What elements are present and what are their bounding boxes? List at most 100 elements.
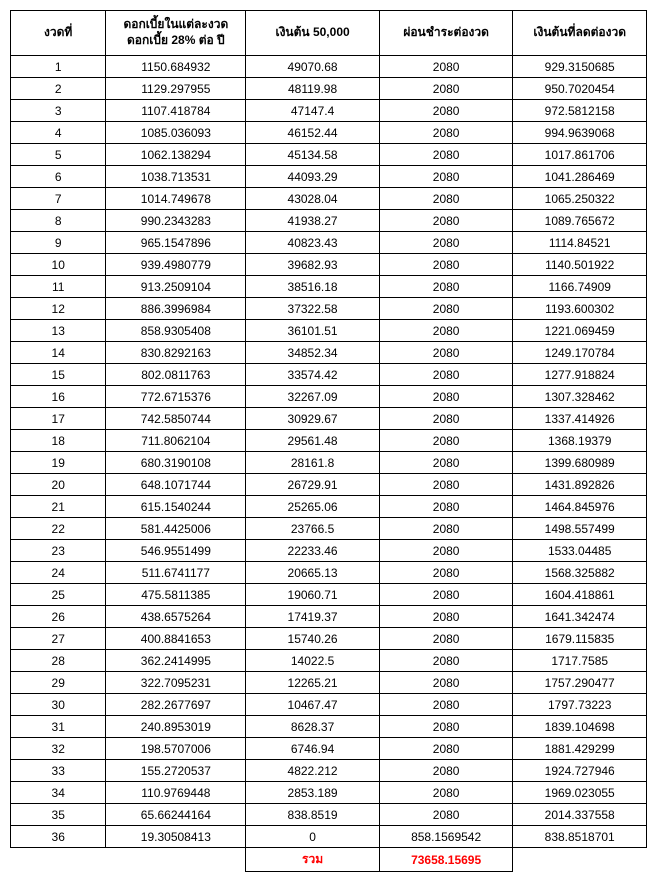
cell: 1498.557499 xyxy=(513,518,647,540)
cell: 939.4980779 xyxy=(106,254,246,276)
cell: 32267.09 xyxy=(246,386,380,408)
col-header-3: ผ่อนชำระต่องวด xyxy=(379,11,513,56)
cell: 10467.47 xyxy=(246,694,380,716)
cell: 581.4425006 xyxy=(106,518,246,540)
cell: 240.8953019 xyxy=(106,716,246,738)
cell: 1399.680989 xyxy=(513,452,647,474)
cell: 994.9639068 xyxy=(513,122,647,144)
cell: 1797.73223 xyxy=(513,694,647,716)
cell: 1114.84521 xyxy=(513,232,647,254)
cell: 2080 xyxy=(379,298,513,320)
cell: 2080 xyxy=(379,804,513,826)
table-row: 26438.657526417419.3720801641.342474 xyxy=(11,606,647,628)
cell: 1221.069459 xyxy=(513,320,647,342)
table-row: 8990.234328341938.2720801089.765672 xyxy=(11,210,647,232)
summary-blank-2 xyxy=(106,848,246,872)
cell: 10 xyxy=(11,254,106,276)
table-row: 14830.829216334852.3420801249.170784 xyxy=(11,342,647,364)
cell: 47147.4 xyxy=(246,100,380,122)
cell: 2080 xyxy=(379,496,513,518)
cell: 13 xyxy=(11,320,106,342)
cell: 802.0811763 xyxy=(106,364,246,386)
cell: 1464.845976 xyxy=(513,496,647,518)
cell: 1065.250322 xyxy=(513,188,647,210)
cell: 1140.501922 xyxy=(513,254,647,276)
amortization-table: งวดที่ดอกเบี้ยในแต่ละงวดดอกเบี้ย 28% ต่อ… xyxy=(10,10,647,872)
cell: 28 xyxy=(11,650,106,672)
table-row: 21615.154024425265.0620801464.845976 xyxy=(11,496,647,518)
cell: 198.5707006 xyxy=(106,738,246,760)
cell: 21 xyxy=(11,496,106,518)
cell: 1150.684932 xyxy=(106,56,246,78)
cell: 2080 xyxy=(379,364,513,386)
cell: 45134.58 xyxy=(246,144,380,166)
cell: 19 xyxy=(11,452,106,474)
table-row: 34110.97694482853.18920801969.023055 xyxy=(11,782,647,804)
cell: 17 xyxy=(11,408,106,430)
cell: 438.6575264 xyxy=(106,606,246,628)
cell: 22 xyxy=(11,518,106,540)
cell: 33 xyxy=(11,760,106,782)
cell: 362.2414995 xyxy=(106,650,246,672)
cell: 22233.46 xyxy=(246,540,380,562)
cell: 1924.727946 xyxy=(513,760,647,782)
cell: 1089.765672 xyxy=(513,210,647,232)
table-row: 24511.674117720665.1320801568.325882 xyxy=(11,562,647,584)
cell: 1641.342474 xyxy=(513,606,647,628)
cell: 2080 xyxy=(379,782,513,804)
cell: 1969.023055 xyxy=(513,782,647,804)
cell: 965.1547896 xyxy=(106,232,246,254)
table-row: 23546.955149922233.4620801533.04485 xyxy=(11,540,647,562)
cell: 40823.43 xyxy=(246,232,380,254)
cell: 16 xyxy=(11,386,106,408)
table-row: 31240.89530198628.3720801839.104698 xyxy=(11,716,647,738)
cell: 2080 xyxy=(379,738,513,760)
cell: 1757.290477 xyxy=(513,672,647,694)
cell: 2080 xyxy=(379,584,513,606)
cell: 23766.5 xyxy=(246,518,380,540)
cell: 2080 xyxy=(379,716,513,738)
cell: 30929.67 xyxy=(246,408,380,430)
cell: 2853.189 xyxy=(246,782,380,804)
summary-label: รวม xyxy=(246,848,380,872)
cell: 20665.13 xyxy=(246,562,380,584)
cell: 19.30508413 xyxy=(106,826,246,848)
cell: 8628.37 xyxy=(246,716,380,738)
table-row: 29322.709523112265.2120801757.290477 xyxy=(11,672,647,694)
cell: 1166.74909 xyxy=(513,276,647,298)
cell: 110.9769448 xyxy=(106,782,246,804)
cell: 1533.04485 xyxy=(513,540,647,562)
cell: 1568.325882 xyxy=(513,562,647,584)
table-row: 11150.68493249070.682080929.3150685 xyxy=(11,56,647,78)
cell: 9 xyxy=(11,232,106,254)
cell: 475.5811385 xyxy=(106,584,246,606)
col-header-4: เงินต้นที่ลดต่องวด xyxy=(513,11,647,56)
cell: 37322.58 xyxy=(246,298,380,320)
cell: 1041.286469 xyxy=(513,166,647,188)
cell: 20 xyxy=(11,474,106,496)
cell: 2080 xyxy=(379,188,513,210)
table-row: 16772.671537632267.0920801307.328462 xyxy=(11,386,647,408)
col-header-1: ดอกเบี้ยในแต่ละงวดดอกเบี้ย 28% ต่อ ปี xyxy=(106,11,246,56)
cell: 30 xyxy=(11,694,106,716)
cell: 29561.48 xyxy=(246,430,380,452)
cell: 858.9305408 xyxy=(106,320,246,342)
cell: 14 xyxy=(11,342,106,364)
cell: 1881.429299 xyxy=(513,738,647,760)
cell: 34852.34 xyxy=(246,342,380,364)
cell: 830.8292163 xyxy=(106,342,246,364)
cell: 1193.600302 xyxy=(513,298,647,320)
cell: 44093.29 xyxy=(246,166,380,188)
cell: 2080 xyxy=(379,122,513,144)
cell: 1679.115835 xyxy=(513,628,647,650)
cell: 1249.170784 xyxy=(513,342,647,364)
cell: 26729.91 xyxy=(246,474,380,496)
cell: 2080 xyxy=(379,672,513,694)
cell: 8 xyxy=(11,210,106,232)
cell: 2080 xyxy=(379,56,513,78)
table-row: 18711.806210429561.4820801368.19379 xyxy=(11,430,647,452)
cell: 1085.036093 xyxy=(106,122,246,144)
cell: 2080 xyxy=(379,100,513,122)
table-row: 27400.884165315740.2620801679.115835 xyxy=(11,628,647,650)
cell: 282.2677697 xyxy=(106,694,246,716)
